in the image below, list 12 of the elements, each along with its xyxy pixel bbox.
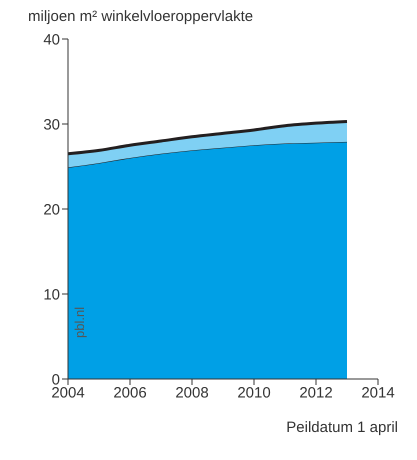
- y-tick-label: 30: [43, 116, 60, 134]
- x-tick-label: 2008: [175, 384, 209, 402]
- y-tick-label: 40: [43, 31, 60, 48]
- x-tick-label: 2006: [113, 384, 147, 402]
- y-tick-label: 10: [43, 286, 60, 304]
- x-tick-label: 2012: [299, 384, 333, 402]
- x-axis-title: Peildatum 1 april: [285, 419, 398, 436]
- chart-title: miljoen m² winkelvloeroppervlakte: [28, 8, 254, 25]
- y-tick-label: 20: [43, 201, 60, 218]
- x-tick-label: 2014: [361, 384, 395, 402]
- x-tick-label: 2010: [237, 384, 271, 402]
- annotation: pbl.nl: [72, 306, 87, 338]
